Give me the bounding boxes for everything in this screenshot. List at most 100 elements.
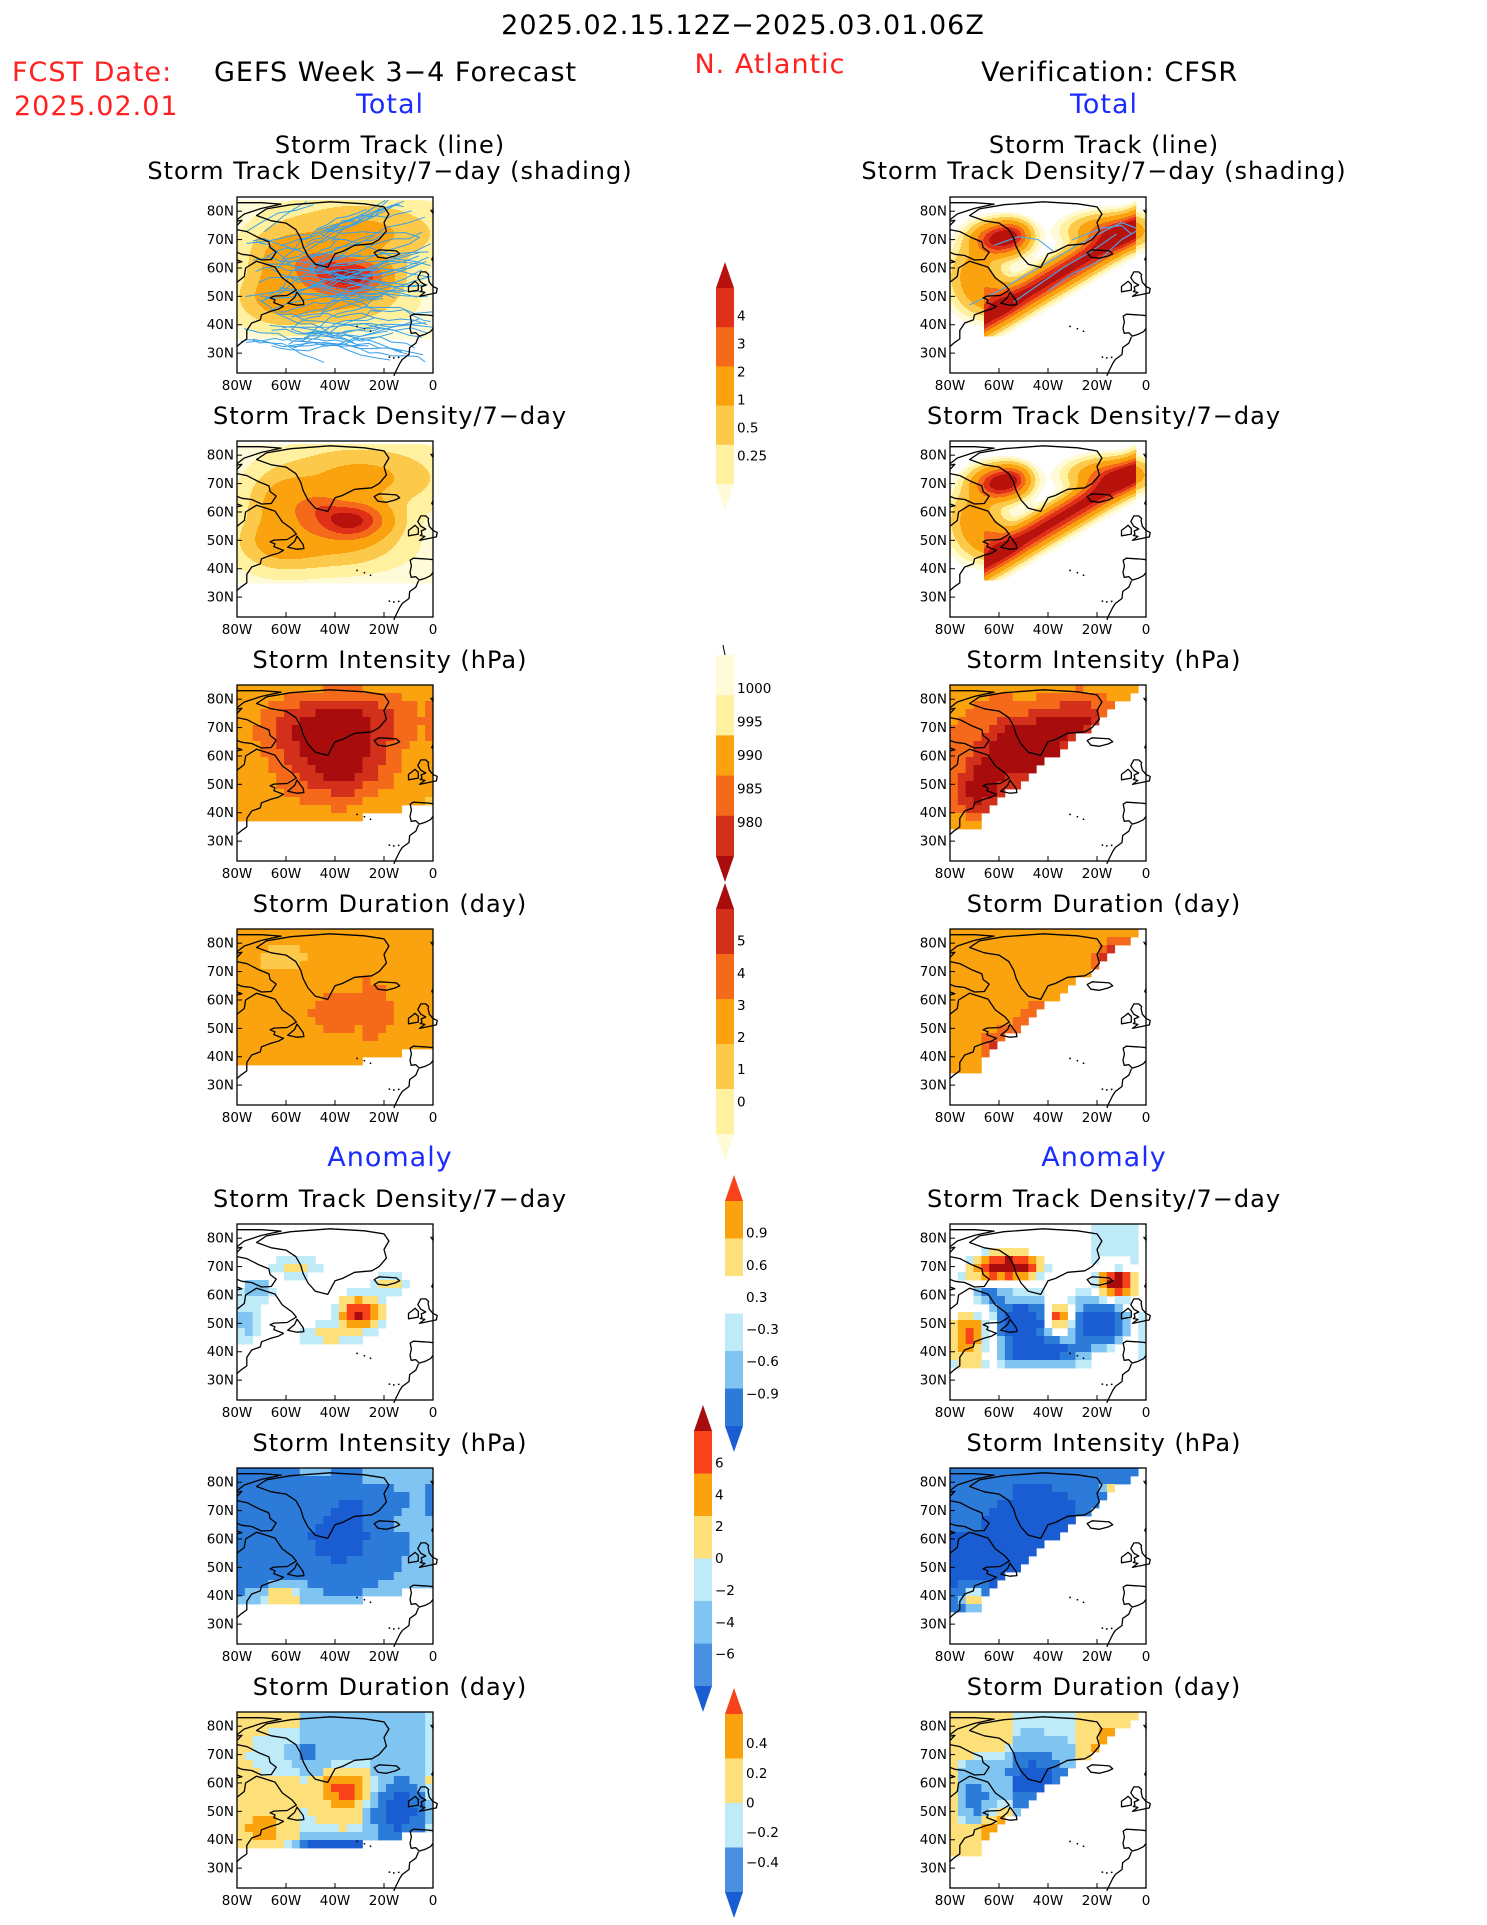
lon-tick-label: 80W bbox=[935, 1893, 966, 1909]
colorbar-triangle bbox=[716, 262, 734, 288]
lat-tick-label: 50N bbox=[920, 289, 947, 305]
lat-tick-label: 50N bbox=[920, 1021, 947, 1037]
title-density-anom-right: Storm Track Density/7−day bbox=[927, 1185, 1281, 1213]
lat-tick-label: 70N bbox=[920, 720, 947, 736]
field-shading bbox=[950, 444, 1146, 580]
colorbar-swatch bbox=[725, 1201, 743, 1239]
lat-tick-label: 30N bbox=[920, 346, 947, 362]
colorbar-label: 990 bbox=[737, 748, 763, 764]
lat-tick-label: 80N bbox=[920, 692, 947, 708]
colorbar-triangle bbox=[725, 1892, 743, 1918]
colorbar-label: 0.4 bbox=[746, 1736, 767, 1752]
colorbar-swatch bbox=[716, 445, 734, 485]
lon-tick-label: 60W bbox=[984, 622, 1015, 638]
lon-tick-label: 20W bbox=[1082, 1405, 1113, 1421]
colorbar-label: 0.25 bbox=[737, 449, 767, 465]
title-duration-anom-right: Storm Duration (day) bbox=[967, 1673, 1242, 1701]
colorbar-swatch bbox=[694, 1474, 712, 1517]
map-duration-anom-fcst: 80N 70N 60N 50N 40N 30N 80W 60W 40W 20W 0 bbox=[237, 1712, 433, 1888]
lon-tick-label: 80W bbox=[222, 1649, 253, 1665]
colorbar-swatch bbox=[725, 1276, 743, 1314]
lon-tick-label: 40W bbox=[1033, 1893, 1064, 1909]
colorbar-swatch bbox=[725, 1314, 743, 1352]
colorbar-swatch bbox=[716, 999, 734, 1045]
lat-tick-label: 30N bbox=[207, 1861, 234, 1877]
lat-tick-label: 80N bbox=[920, 204, 947, 220]
lat-tick-label: 50N bbox=[207, 1316, 234, 1332]
colorbar-swatch bbox=[725, 1803, 743, 1848]
lon-tick-label: 0 bbox=[429, 1893, 438, 1909]
lat-tick-label: 70N bbox=[920, 1259, 947, 1275]
colorbar-intensity-anom: 6 4 2 0 −2 −4 −6 bbox=[694, 1405, 764, 1712]
colorbar-label: 3 bbox=[737, 998, 746, 1014]
lat-tick-label: 50N bbox=[920, 1804, 947, 1820]
lat-tick-label: 50N bbox=[207, 1560, 234, 1576]
colorbar-label: 0 bbox=[715, 1551, 724, 1567]
title-density-left: Storm Track Density/7−day bbox=[213, 402, 567, 430]
lon-tick-label: 20W bbox=[1082, 1110, 1113, 1126]
lat-tick-label: 60N bbox=[207, 748, 234, 764]
fcst-date-value: 2025.02.01 bbox=[14, 91, 179, 122]
map-intensity-anom-verif: 80N 70N 60N 50N 40N 30N 80W 60W 40W 20W 0 bbox=[950, 1468, 1146, 1644]
lat-tick-label: 40N bbox=[920, 1344, 947, 1360]
colorbar-swatch bbox=[716, 366, 734, 406]
colorbar-swatch bbox=[725, 1759, 743, 1804]
title-intensity-anom-right: Storm Intensity (hPa) bbox=[967, 1429, 1242, 1457]
lon-tick-label: 20W bbox=[1082, 866, 1113, 882]
lat-tick-label: 50N bbox=[920, 777, 947, 793]
lat-tick-label: 40N bbox=[920, 317, 947, 333]
lat-tick-label: 60N bbox=[207, 504, 234, 520]
lon-tick-label: 80W bbox=[935, 1405, 966, 1421]
map-density-anom-verif: 80N 70N 60N 50N 40N 30N 80W 60W 40W 20W 0 bbox=[950, 1224, 1146, 1400]
total-label-right: Total bbox=[1070, 89, 1138, 120]
region-title: N. Atlantic bbox=[694, 49, 845, 80]
colorbar-label: 2 bbox=[737, 1030, 746, 1046]
lon-tick-label: 0 bbox=[429, 1405, 438, 1421]
lat-tick-label: 50N bbox=[207, 533, 234, 549]
map-density-verif: 80N 70N 60N 50N 40N 30N 80W 60W 40W 20W 0 bbox=[950, 441, 1146, 617]
colorbar-label: 4 bbox=[737, 309, 746, 325]
lon-tick-label: 20W bbox=[369, 1405, 400, 1421]
lon-tick-label: 80W bbox=[222, 1405, 253, 1421]
colorbar-swatch bbox=[716, 909, 734, 955]
lat-tick-label: 50N bbox=[920, 533, 947, 549]
lat-tick-label: 80N bbox=[920, 1231, 947, 1247]
lon-tick-label: 40W bbox=[1033, 622, 1064, 638]
colorbar-label: 995 bbox=[737, 715, 763, 731]
colorbar-label: 4 bbox=[715, 1487, 724, 1503]
lon-tick-label: 40W bbox=[320, 378, 351, 394]
colorbar-triangle bbox=[725, 1175, 743, 1201]
colorbar-label: −2 bbox=[715, 1583, 735, 1599]
lon-tick-label: 0 bbox=[1142, 378, 1151, 394]
lon-tick-label: 40W bbox=[1033, 1405, 1064, 1421]
lat-tick-label: 70N bbox=[207, 232, 234, 248]
colorbar-label: 4 bbox=[737, 966, 746, 982]
lat-tick-label: 80N bbox=[207, 448, 234, 464]
title-intensity-anom-left: Storm Intensity (hPa) bbox=[253, 1429, 528, 1457]
lat-tick-label: 60N bbox=[207, 1287, 234, 1303]
lat-tick-label: 50N bbox=[207, 289, 234, 305]
lon-tick-label: 40W bbox=[1033, 378, 1064, 394]
colorbar-intensity-total: 1000 995 990 985 980 bbox=[716, 645, 786, 882]
lon-tick-label: 40W bbox=[320, 1893, 351, 1909]
lat-tick-label: 30N bbox=[920, 1861, 947, 1877]
colorbar-label: 980 bbox=[737, 815, 763, 831]
lat-tick-label: 70N bbox=[207, 1259, 234, 1275]
lat-tick-label: 30N bbox=[207, 346, 234, 362]
colorbar-label: −0.6 bbox=[746, 1354, 779, 1370]
lon-tick-label: 40W bbox=[320, 866, 351, 882]
lat-tick-label: 80N bbox=[207, 204, 234, 220]
lat-tick-label: 50N bbox=[207, 1804, 234, 1820]
colorbar-label: −0.3 bbox=[746, 1322, 779, 1338]
map-density-anom-fcst: 80N 70N 60N 50N 40N 30N 80W 60W 40W 20W 0 bbox=[237, 1224, 433, 1400]
lat-tick-label: 40N bbox=[207, 1344, 234, 1360]
colorbar-density-total: 4 3 2 1 0.5 0.25 bbox=[716, 262, 786, 510]
lon-tick-label: 0 bbox=[429, 866, 438, 882]
colorbar-label: 1 bbox=[737, 393, 746, 409]
lon-tick-label: 40W bbox=[320, 1110, 351, 1126]
colorbar-label: −0.2 bbox=[746, 1825, 779, 1841]
colorbar-swatch bbox=[716, 954, 734, 1000]
map-duration-verif: 80N 70N 60N 50N 40N 30N 80W 60W 40W 20W 0 bbox=[950, 929, 1146, 1105]
colorbar-label: 2 bbox=[715, 1519, 724, 1535]
